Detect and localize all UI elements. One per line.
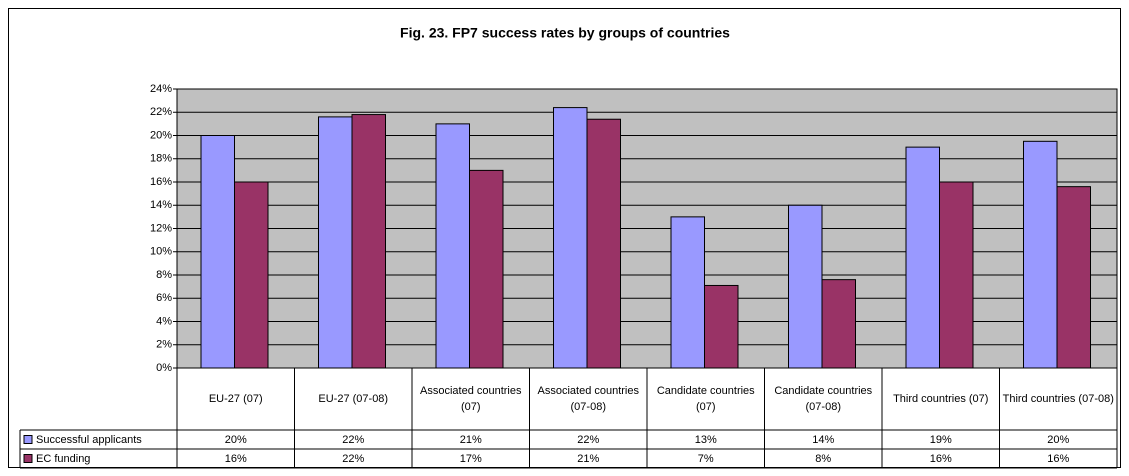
x-tick-label-box: Candidate countries (07-08) (774, 385, 873, 413)
value-label-box: 20% (1047, 433, 1070, 446)
value-label-box: 16% (929, 452, 952, 465)
value-label-box: 19% (929, 433, 952, 446)
x-tick-label-box: Associated countries (07-08) (537, 385, 640, 413)
value-label: 7% (697, 452, 714, 465)
bar (1023, 140, 1058, 369)
x-tick-label-box: EU-27 (07-08) (318, 393, 389, 405)
y-tick-label: 10% (150, 246, 172, 258)
x-tick-label: Candidate countries (07) (656, 385, 755, 413)
legend-label: EC funding (36, 452, 91, 465)
x-tick-label: Associated countries (07-08) (537, 385, 640, 413)
y-tick-label: 0% (156, 362, 172, 374)
legend-label-box: Successful applicants (36, 433, 142, 446)
value-label-box: 21% (459, 433, 482, 446)
value-label: 8% (815, 452, 832, 465)
value-label: 20% (1047, 433, 1070, 446)
value-label: 22% (577, 433, 600, 446)
value-label: 22% (342, 452, 365, 465)
y-tick-label: 22% (150, 106, 172, 118)
y-tick-label: 12% (150, 222, 172, 234)
x-tick-label-box: EU-27 (07) (208, 393, 263, 405)
legend-swatch (23, 454, 33, 463)
y-tick-label: 4% (156, 315, 172, 327)
x-tick-label: EU-27 (07) (208, 393, 263, 405)
bar (435, 123, 470, 369)
value-label: 16% (1047, 452, 1070, 465)
value-label: 14% (812, 433, 835, 446)
y-tick-label: 8% (156, 269, 172, 281)
chart-title: Fig. 23. FP7 success rates by groups of … (400, 25, 730, 41)
value-label-box: 17% (459, 452, 482, 465)
x-tick-label: Third countries (07) (893, 393, 989, 405)
bar (200, 135, 235, 369)
x-tick-label: Third countries (07-08) (1002, 393, 1114, 405)
y-tick-label: 24% (150, 83, 172, 95)
value-label: 19% (929, 433, 952, 446)
value-label-box: 22% (342, 452, 365, 465)
x-tick-label-box: Associated countries (07) (420, 385, 522, 413)
bar (704, 284, 739, 369)
value-label-box: 8% (815, 452, 832, 465)
value-label: 16% (224, 452, 247, 465)
y-tick-label: 16% (150, 176, 172, 188)
bar (905, 146, 940, 369)
value-label: 13% (694, 433, 717, 446)
value-label-box: 14% (812, 433, 835, 446)
bar (821, 279, 856, 369)
value-label-box: 7% (697, 452, 714, 465)
x-tick-label-box: Third countries (07-08) (1002, 393, 1114, 405)
bar (939, 181, 974, 369)
bar (553, 107, 588, 369)
value-label-box: 16% (1047, 452, 1070, 465)
bar (788, 204, 823, 369)
value-label-box: 21% (577, 452, 600, 465)
value-label: 21% (459, 433, 482, 446)
value-label-box: 20% (224, 433, 247, 446)
bar (586, 118, 621, 369)
y-tick-label: 6% (156, 292, 172, 304)
bar (1056, 186, 1091, 369)
x-tick-label: EU-27 (07-08) (318, 393, 389, 405)
bar (469, 169, 504, 369)
legend-label-box: EC funding (36, 452, 91, 465)
y-tick-label: 14% (150, 199, 172, 211)
value-label: 17% (459, 452, 482, 465)
bar (351, 114, 386, 369)
bar (318, 116, 353, 369)
value-label-box: 16% (224, 452, 247, 465)
y-tick-label: 20% (150, 129, 172, 141)
value-label: 16% (929, 452, 952, 465)
value-label: 22% (342, 433, 365, 446)
x-tick-label: Associated countries (07) (420, 385, 522, 413)
x-tick-label-box: Candidate countries (07) (656, 385, 755, 413)
x-tick-label-box: Third countries (07) (893, 393, 989, 405)
x-tick-label: Candidate countries (07-08) (774, 385, 873, 413)
value-label-box: 13% (694, 433, 717, 446)
value-label: 20% (224, 433, 247, 446)
bar (670, 216, 705, 369)
value-label-box: 22% (577, 433, 600, 446)
legend-label: Successful applicants (36, 433, 142, 446)
y-tick-label: 18% (150, 153, 172, 165)
value-label-box: 22% (342, 433, 365, 446)
bar (234, 181, 269, 369)
y-tick-label: 2% (156, 339, 172, 351)
value-label: 21% (577, 452, 600, 465)
legend-swatch (23, 435, 33, 444)
